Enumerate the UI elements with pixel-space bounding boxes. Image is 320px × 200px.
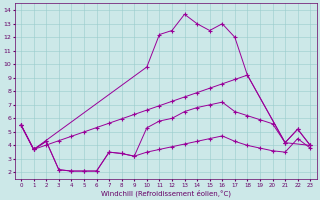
X-axis label: Windchill (Refroidissement éolien,°C): Windchill (Refroidissement éolien,°C) [101,189,231,197]
